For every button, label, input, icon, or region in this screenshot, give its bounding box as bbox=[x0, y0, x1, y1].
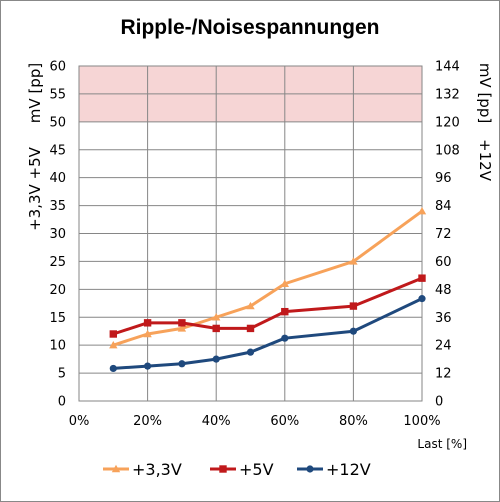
y-left-tick-label: 55 bbox=[49, 87, 66, 102]
data-point bbox=[280, 279, 289, 287]
data-point bbox=[281, 334, 289, 342]
data-point bbox=[143, 329, 152, 338]
data-point bbox=[349, 257, 358, 265]
data-point bbox=[212, 324, 220, 333]
data-point bbox=[212, 355, 220, 363]
data-point bbox=[178, 360, 186, 368]
y-right-tick-label: 96 bbox=[435, 171, 452, 186]
data-point bbox=[109, 330, 117, 338]
x-ticks: 0% 20% 40% 60% 80% 100% bbox=[69, 414, 441, 429]
y-right-tick-label: 60 bbox=[435, 255, 452, 270]
y-right-tick-label: 0 bbox=[435, 395, 443, 410]
y-left-tick-label: 5 bbox=[58, 367, 66, 382]
data-point bbox=[349, 327, 357, 335]
data-point bbox=[281, 307, 289, 316]
y-right-label-top: mV [pp] bbox=[476, 63, 494, 123]
chart-title: Ripple-/Noisespannungen bbox=[120, 16, 379, 39]
legend-swatch-marker bbox=[111, 464, 121, 473]
y-left-tick-label: 15 bbox=[49, 311, 66, 326]
legend-label: +5V bbox=[239, 460, 274, 479]
data-point bbox=[178, 319, 186, 327]
legend-item: +12V bbox=[297, 460, 371, 479]
x-tick-label: 0% bbox=[69, 414, 90, 429]
y-right-tick-label: 48 bbox=[435, 283, 452, 298]
data-point bbox=[418, 274, 426, 282]
y-right-label-bottom: +12V bbox=[476, 139, 494, 182]
y-left-tick-label: 45 bbox=[49, 143, 66, 158]
data-point bbox=[109, 364, 117, 373]
y-left-tick-label: 35 bbox=[49, 199, 66, 214]
y-left-label-bottom: +3,3V +5V bbox=[26, 146, 44, 231]
series-2 bbox=[109, 274, 426, 338]
x-tick-label: 20% bbox=[133, 414, 162, 429]
x-tick-label: 60% bbox=[270, 414, 299, 429]
y-left-tick-label: 10 bbox=[49, 339, 66, 354]
y-right-tick-label: 132 bbox=[435, 87, 460, 102]
series-3 bbox=[109, 295, 426, 373]
data-point bbox=[418, 295, 426, 303]
y-right-tick-label: 36 bbox=[435, 311, 452, 326]
x-tick-label: 100% bbox=[403, 414, 440, 429]
y-right-tick-label: 12 bbox=[435, 367, 452, 382]
x-tick-label: 80% bbox=[339, 414, 368, 429]
data-point bbox=[246, 301, 255, 310]
data-point bbox=[349, 302, 358, 310]
data-point bbox=[143, 319, 152, 327]
y-left-label-top: mV [pp] bbox=[26, 63, 44, 123]
data-point bbox=[212, 313, 221, 321]
legend-swatch-marker bbox=[219, 465, 227, 473]
y-left-ticks: 0 5 10 15 20 25 30 35 40 45 50 55 60 bbox=[49, 60, 66, 410]
legend-swatch-marker bbox=[306, 465, 314, 473]
legend-item: +3,3V bbox=[103, 460, 182, 479]
data-point bbox=[177, 324, 187, 332]
series-line bbox=[113, 297, 423, 370]
y-left-tick-label: 60 bbox=[49, 60, 66, 75]
legend-label: +12V bbox=[326, 460, 371, 479]
y-right-ticks: 0 12 24 36 48 60 72 84 96 108 120 132 144 bbox=[435, 60, 460, 410]
legend-label: +3,3V bbox=[132, 460, 182, 479]
grid bbox=[79, 66, 422, 401]
y-right-tick-label: 24 bbox=[435, 339, 452, 354]
y-right-tick-label: 144 bbox=[435, 60, 460, 75]
x-axis-label: Last [%] bbox=[417, 437, 467, 451]
data-point bbox=[144, 362, 152, 370]
legend-item: +5V bbox=[210, 460, 274, 479]
plot-area bbox=[78, 65, 423, 402]
y-left-tick-label: 0 bbox=[58, 395, 66, 410]
legend: +3,3V +5V +12V bbox=[103, 460, 371, 479]
y-left-tick-label: 20 bbox=[49, 283, 66, 298]
y-left-tick-label: 50 bbox=[49, 115, 66, 130]
series-line bbox=[112, 209, 423, 347]
y-right-tick-label: 108 bbox=[435, 143, 460, 158]
x-tick-label: 40% bbox=[202, 414, 231, 429]
series-1 bbox=[109, 206, 427, 349]
y-left-tick-label: 40 bbox=[49, 171, 66, 186]
data-point bbox=[417, 206, 427, 215]
data-point bbox=[246, 324, 255, 333]
y-right-tick-label: 84 bbox=[435, 199, 452, 214]
data-point bbox=[109, 340, 118, 349]
series-line bbox=[112, 276, 423, 336]
series-group bbox=[109, 206, 427, 373]
data-point bbox=[246, 348, 255, 356]
y-left-tick-label: 25 bbox=[49, 255, 66, 270]
y-right-tick-label: 72 bbox=[435, 227, 452, 242]
y-left-tick-label: 30 bbox=[49, 227, 66, 242]
y-right-tick-label: 120 bbox=[435, 115, 460, 130]
